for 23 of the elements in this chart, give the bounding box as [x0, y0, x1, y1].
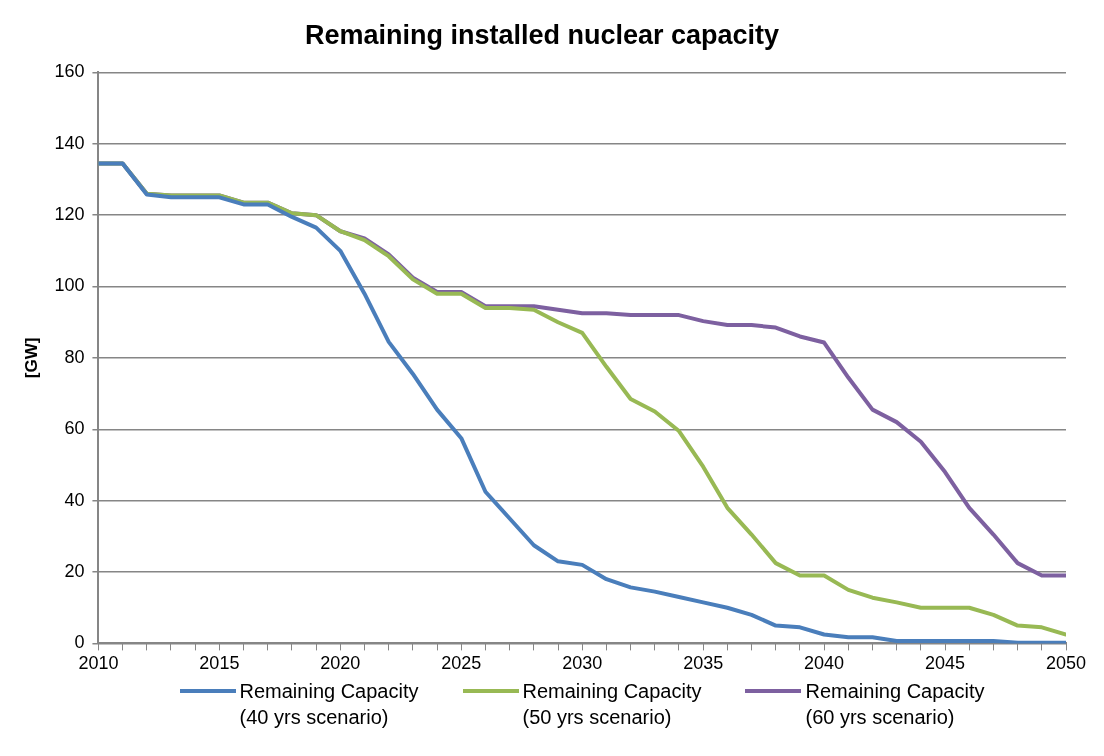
legend-label: Remaining Capacity (50 yrs scenario)	[522, 679, 702, 730]
x-tick-label: 2030	[562, 653, 603, 674]
y-tick-label: 140	[54, 132, 85, 153]
x-tick-label: 2010	[78, 653, 119, 674]
y-tick-label: 20	[64, 560, 85, 581]
y-tick-label: 100	[54, 275, 85, 296]
y-tick-label: 160	[54, 61, 85, 82]
y-tick-label: 60	[64, 418, 85, 439]
legend-label: Remaining Capacity (60 yrs scenario)	[805, 679, 985, 730]
x-tick-label: 2045	[925, 653, 966, 674]
x-tick-label: 2015	[199, 653, 240, 674]
y-tick-label: 80	[64, 346, 85, 367]
y-tick-label: 120	[54, 204, 85, 225]
y-tick-label: 0	[74, 632, 85, 653]
x-tick-label: 2035	[683, 653, 724, 674]
x-tick-label: 2050	[1045, 653, 1087, 674]
legend-label: Remaining Capacity (40 yrs scenario)	[239, 679, 419, 730]
y-tick-label: 40	[64, 489, 85, 510]
y-axis-title: [GW]	[21, 337, 41, 379]
x-tick-label: 2020	[320, 653, 361, 674]
x-tick-label: 2025	[441, 653, 482, 674]
chart-title: Remaining installed nuclear capacity	[304, 19, 780, 50]
x-tick-label: 2040	[804, 653, 845, 674]
